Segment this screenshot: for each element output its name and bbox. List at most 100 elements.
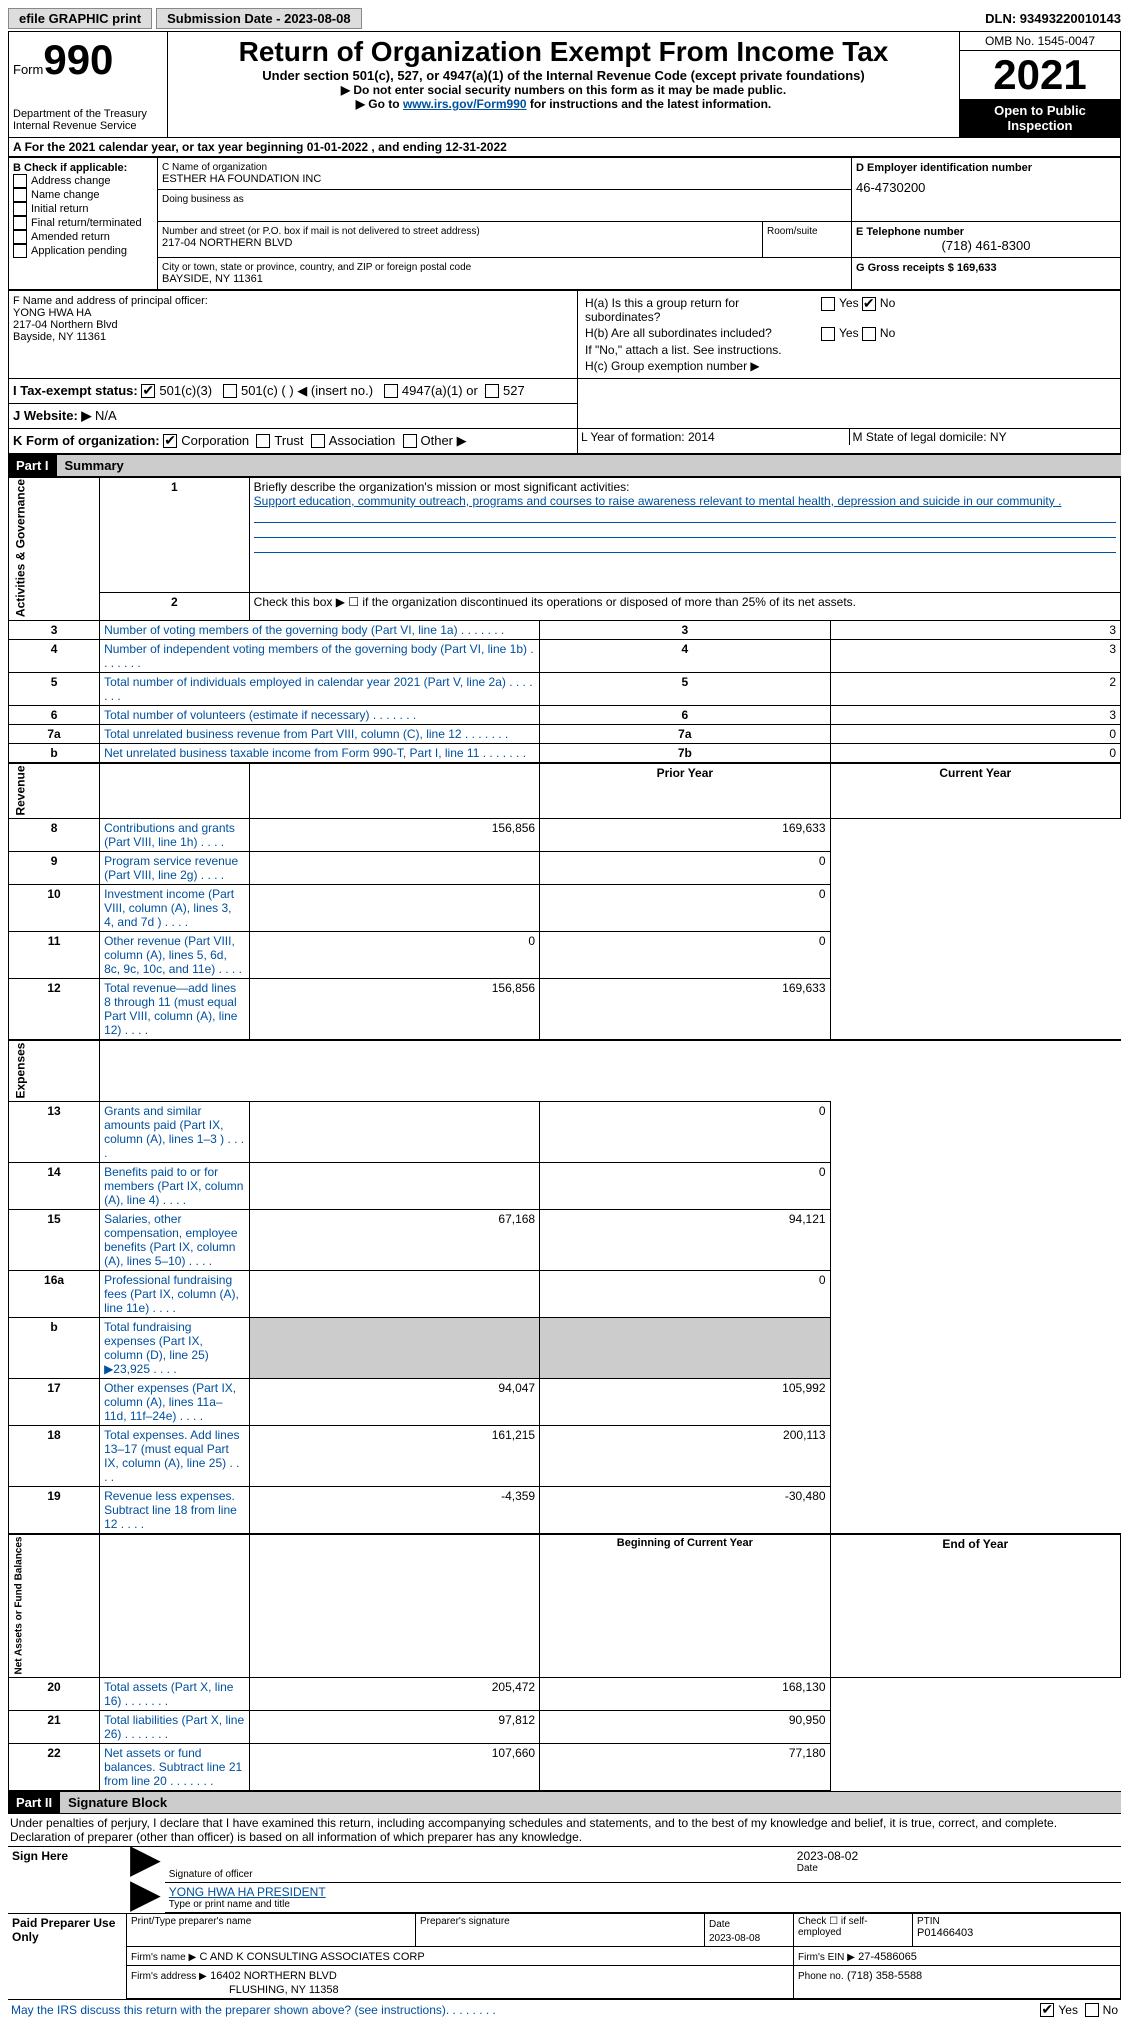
revenue-row: 11 Other revenue (Part VIII, column (A),… xyxy=(9,931,1121,978)
room-label: Room/suite xyxy=(767,226,847,237)
discuss-row: May the IRS discuss this return with the… xyxy=(8,1999,1121,2017)
501c3-checkbox[interactable] xyxy=(141,384,155,398)
type-name-label: Type or print name and title xyxy=(169,1899,1117,1910)
city-value: BAYSIDE, NY 11361 xyxy=(162,273,847,285)
officer-addr1: 217-04 Northern Blvd xyxy=(13,319,573,331)
ptin-value: P01466403 xyxy=(917,1927,1116,1939)
expense-row: 16a Professional fundraising fees (Part … xyxy=(9,1270,1121,1317)
summary-row: 6 Total number of volunteers (estimate i… xyxy=(9,705,1121,724)
4947-checkbox[interactable] xyxy=(384,384,398,398)
expense-row: 17 Other expenses (Part IX, column (A), … xyxy=(9,1378,1121,1425)
org-name: ESTHER HA FOUNDATION INC xyxy=(162,173,847,185)
part2-bar: Part II Signature Block xyxy=(8,1791,1121,1814)
open-public-box: Open to Public Inspection xyxy=(960,99,1120,137)
expense-row: b Total fundraising expenses (Part IX, c… xyxy=(9,1317,1121,1378)
vlabel-revenue: Revenue xyxy=(9,763,100,819)
firm-addr1: 16402 NORTHERN BLVD xyxy=(210,1970,337,1982)
app-pending-checkbox[interactable] xyxy=(13,244,27,258)
part2-header: Part II xyxy=(8,1792,60,1813)
website-value: N/A xyxy=(95,408,117,423)
end-year-header: End of Year xyxy=(830,1534,1120,1678)
hb-label: H(b) Are all subordinates included? xyxy=(585,326,772,340)
initial-return-checkbox[interactable] xyxy=(13,202,27,216)
arrow-icon-2: ▶ xyxy=(130,1872,161,1916)
net-row: 20 Total assets (Part X, line 16) . . . … xyxy=(9,1677,1121,1710)
paid-preparer-table: Paid Preparer Use Only Print/Type prepar… xyxy=(8,1913,1121,1999)
vlabel-expenses: Expenses xyxy=(9,1040,100,1102)
firm-ein: 27-4586065 xyxy=(858,1951,917,1963)
assoc-checkbox[interactable] xyxy=(311,434,325,448)
officer-label: F Name and address of principal officer: xyxy=(13,295,573,307)
submission-date-button[interactable]: Submission Date - 2023-08-08 xyxy=(156,8,362,29)
top-bar: efile GRAPHIC print Submission Date - 20… xyxy=(8,8,1121,29)
main-title: Return of Organization Exempt From Incom… xyxy=(172,36,955,68)
officer-addr2: Bayside, NY 11361 xyxy=(13,331,573,343)
hb-note: If "No," attach a list. See instructions… xyxy=(582,342,1116,358)
name-change-checkbox[interactable] xyxy=(13,188,27,202)
col-b-label: B Check if applicable: xyxy=(13,162,153,174)
net-row: 21 Total liabilities (Part X, line 26) .… xyxy=(9,1710,1121,1743)
line2-text: Check this box ▶ ☐ if the organization d… xyxy=(249,592,1120,620)
summary-row: 7a Total unrelated business revenue from… xyxy=(9,724,1121,743)
hb-no-checkbox[interactable] xyxy=(862,327,876,341)
final-return-checkbox[interactable] xyxy=(13,216,27,230)
row-m: M State of legal domicile: NY xyxy=(849,429,1120,445)
firm-addr2: FLUSHING, NY 11358 xyxy=(229,1984,339,1996)
ha-no-checkbox[interactable] xyxy=(862,297,876,311)
hb-yes-checkbox[interactable] xyxy=(821,327,835,341)
sig-date-label: Date xyxy=(797,1863,1117,1874)
irs-link[interactable]: www.irs.gov/Form990 xyxy=(403,97,527,111)
omb-number: OMB No. 1545-0047 xyxy=(960,32,1120,51)
dba-label: Doing business as xyxy=(162,194,847,205)
prep-date: 2023-08-08 xyxy=(709,1933,760,1944)
check-self: Check ☐ if self-employed xyxy=(794,1913,913,1946)
ein-value: 46-4730200 xyxy=(856,180,1116,195)
discuss-yes-checkbox[interactable] xyxy=(1040,2003,1054,2017)
officer-printed-name: YONG HWA HA PRESIDENT xyxy=(169,1885,1117,1899)
officer-name: YONG HWA HA xyxy=(13,307,573,319)
527-checkbox[interactable] xyxy=(485,384,499,398)
ha-label: H(a) Is this a group return for subordin… xyxy=(585,296,739,324)
expense-row: 19 Revenue less expenses. Subtract line … xyxy=(9,1486,1121,1534)
revenue-row: 8 Contributions and grants (Part VIII, l… xyxy=(9,818,1121,851)
summary-row: 3 Number of voting members of the govern… xyxy=(9,620,1121,639)
line1-text: Briefly describe the organization's miss… xyxy=(254,480,630,494)
row-i-label: I Tax-exempt status: xyxy=(13,383,138,398)
officer-h-block: F Name and address of principal officer:… xyxy=(8,290,1121,454)
ein-label: D Employer identification number xyxy=(856,162,1116,174)
other-checkbox[interactable] xyxy=(403,434,417,448)
501c-checkbox[interactable] xyxy=(223,384,237,398)
efile-print-button[interactable]: efile GRAPHIC print xyxy=(8,8,152,29)
part1-header: Part I xyxy=(8,455,57,476)
form-label: Form xyxy=(13,62,43,77)
expense-row: 14 Benefits paid to or for members (Part… xyxy=(9,1162,1121,1209)
street-value: 217-04 NORTHERN BLVD xyxy=(162,237,758,249)
row-j-label: J Website: ▶ xyxy=(13,408,91,423)
dept-irs: Internal Revenue Service xyxy=(13,120,163,132)
sign-here-label: Sign Here xyxy=(8,1847,126,1913)
part1-bar: Part I Summary xyxy=(8,454,1121,477)
phone-value: (718) 461-8300 xyxy=(856,238,1116,253)
addr-change-checkbox[interactable] xyxy=(13,174,27,188)
expense-row: 18 Total expenses. Add lines 13–17 (must… xyxy=(9,1425,1121,1486)
sig-date: 2023-08-02 xyxy=(797,1849,1117,1863)
part1-title: Summary xyxy=(57,455,132,476)
firm-name: C AND K CONSULTING ASSOCIATES CORP xyxy=(200,1951,425,1963)
summary-row: 5 Total number of individuals employed i… xyxy=(9,672,1121,705)
mission-text: Support education, community outreach, p… xyxy=(254,494,1062,508)
prior-year-header: Prior Year xyxy=(540,763,830,819)
org-name-label: C Name of organization xyxy=(162,162,847,173)
corp-checkbox[interactable] xyxy=(163,434,177,448)
sign-here-table: Sign Here ▶ Signature of officer 2023-08… xyxy=(8,1847,1121,1913)
ha-yes-checkbox[interactable] xyxy=(821,297,835,311)
goto-line: ▶ Go to www.irs.gov/Form990 for instruct… xyxy=(172,97,955,111)
form-header: Form990 Department of the Treasury Inter… xyxy=(8,31,1121,138)
net-row: 22 Net assets or fund balances. Subtract… xyxy=(9,1743,1121,1790)
trust-checkbox[interactable] xyxy=(256,434,270,448)
org-info-block: B Check if applicable: Address change Na… xyxy=(8,157,1121,290)
street-label: Number and street (or P.O. box if mail i… xyxy=(162,226,758,237)
discuss-no-checkbox[interactable] xyxy=(1085,2003,1099,2017)
amended-checkbox[interactable] xyxy=(13,230,27,244)
vlabel-net: Net Assets or Fund Balances xyxy=(9,1534,100,1678)
row-l: L Year of formation: 2014 xyxy=(578,429,849,445)
